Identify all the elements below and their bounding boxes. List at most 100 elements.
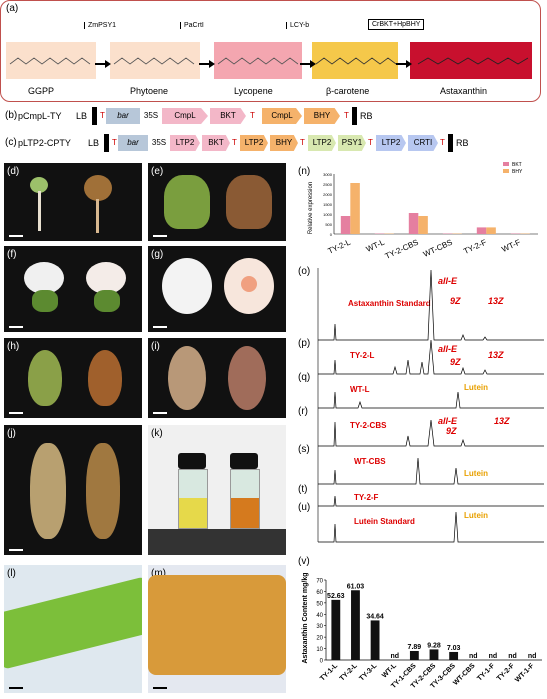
green-seedling-stem xyxy=(38,191,41,231)
chart-n-bar xyxy=(340,216,351,234)
photo-flowers-side: (f) xyxy=(4,246,142,332)
chart-n-xtick: WT-CBS xyxy=(422,238,454,259)
compound-astaxanthin: Astaxanthin xyxy=(440,86,488,96)
construct-b-rb: RB xyxy=(360,111,373,121)
chart-v-data-label: 9.28 xyxy=(427,642,441,649)
pathway-arrow-1 xyxy=(95,60,111,68)
chart-v-data-label: 7.03 xyxy=(447,645,461,652)
chrom-o-peak-13z: 13Z xyxy=(488,296,504,306)
chart-v-data-label: nd xyxy=(489,653,498,660)
chart-n-ytick: 0 xyxy=(330,232,333,237)
chrom-p-name: TY-2-L xyxy=(350,351,375,360)
chart-v-ytick: 30 xyxy=(316,624,323,630)
chart-n-ytick: 1000 xyxy=(323,212,333,217)
chrom-q-trace xyxy=(318,391,544,409)
chart-n-bar xyxy=(486,227,496,234)
vial-bench xyxy=(148,529,286,555)
chart-v-data-label: 52.63 xyxy=(327,593,345,600)
orange-seedling xyxy=(84,175,112,201)
chart-v-bar xyxy=(331,599,341,660)
green-seedling xyxy=(30,177,48,193)
legend-label-bkt: BKT xyxy=(512,162,522,168)
photo-bolls: (h) xyxy=(4,338,142,418)
ty-oil xyxy=(231,498,259,528)
construct-b-name: pCmpL-TY xyxy=(18,111,62,121)
vial-cap-right xyxy=(230,453,258,469)
chrom-r-label: (r) xyxy=(298,406,308,417)
orange-tissue xyxy=(148,575,286,675)
construct-b-lb: LB xyxy=(76,111,88,121)
scale-bar-g xyxy=(153,326,167,328)
chart-v-xtick: WT-CBS xyxy=(452,662,477,687)
scale-bar-m xyxy=(153,687,167,689)
wt-flower xyxy=(24,262,64,294)
chrom-p-label: (p) xyxy=(298,338,310,349)
chrom-p-peak-allE: all-E xyxy=(438,344,458,354)
chrom-u-trace xyxy=(318,511,544,543)
photo-j-label: (j) xyxy=(7,428,16,439)
construct-b-cmpl2: CmpL xyxy=(262,108,302,124)
construct-b-bhy: BHY xyxy=(304,108,340,124)
construct-c-ltp2-2: LTP2 xyxy=(240,135,268,151)
construct-b-lb-border xyxy=(92,107,97,125)
construct-c-psy1: PSY1 xyxy=(338,135,366,151)
compound-beta-carotene: β-carotene xyxy=(326,86,370,96)
chart-v-ytick: 60 xyxy=(316,590,323,596)
panel-c-label: (c) xyxy=(5,137,17,148)
legend-label-bhy: BHY xyxy=(512,169,523,175)
chart-n-xtick: TY-2-L xyxy=(327,237,353,255)
chart-v-ytick: 0 xyxy=(320,659,324,665)
chart-v-xtick: TY-3-L xyxy=(358,662,379,683)
chart-n-xtick: WT-L xyxy=(365,237,387,253)
chart-v-ytick: 40 xyxy=(316,613,323,619)
enzyme-crbkt-hpbhy: CrBKT+HpBHY xyxy=(368,19,425,30)
construct-b-t3: T xyxy=(344,111,349,120)
photo-flowers-top: (g) xyxy=(148,246,286,332)
green-tissue xyxy=(4,576,142,670)
wt-boll-section xyxy=(168,346,206,410)
chrom-r-peak-9z: 9Z xyxy=(446,426,457,436)
chrom-o-peak-allE: all-E xyxy=(438,276,458,286)
chart-v-xtick: TY-1-L xyxy=(319,662,340,683)
legend-swatch-bhy xyxy=(503,169,509,173)
construct-c-rb: RB xyxy=(456,138,469,148)
photo-i-label: (i) xyxy=(151,341,160,352)
chrom-t-name: TY-2-F xyxy=(354,493,379,502)
photo-f-label: (f) xyxy=(7,249,17,260)
chart-n-ytick: 2000 xyxy=(323,192,333,197)
chart-v-bar xyxy=(409,650,419,660)
wt-oil xyxy=(179,498,207,528)
chart-n-bar xyxy=(476,227,487,234)
chart-v-ytick: 10 xyxy=(316,647,323,653)
expression-chart: Relative expression BKT BHY 0 500 1000 1500… xyxy=(308,162,538,260)
chart-n-xtick: TY-2-CBS xyxy=(384,238,420,260)
green-boll xyxy=(28,350,62,406)
scale-bar-e xyxy=(153,235,167,237)
construct-c-name: pLTP2-CPTY xyxy=(18,138,71,148)
vial-right xyxy=(230,469,260,529)
construct-c-ltp2-1: LTP2 xyxy=(170,135,200,151)
construct-b-35s: 35S xyxy=(142,108,160,124)
panel-a-label: (a) xyxy=(6,3,19,14)
construct-c-bhy: BHY xyxy=(270,135,298,151)
photo-e-label: (e) xyxy=(151,166,164,177)
pathway-panel: (a) ZmPSY1 PaCrtI LCY-b CrBKT+HpBHY GGPP… xyxy=(0,0,541,102)
chart-v-xtick: TY-1-F xyxy=(476,662,497,683)
chrom-t-trace xyxy=(318,495,544,507)
ty-flower-center xyxy=(241,276,257,292)
chrom-u-peak-lutein: Lutein xyxy=(464,511,488,520)
wt-flower-bract xyxy=(32,290,58,312)
pathway-arrow-3 xyxy=(300,60,316,68)
chrom-p-peak-9z: 9Z xyxy=(450,357,461,367)
chart-n-ytick: 500 xyxy=(325,222,332,227)
chrom-u-label: (u) xyxy=(298,502,310,513)
chart-v-data-label: nd xyxy=(508,653,517,660)
compound-phytoene: Phytoene xyxy=(130,86,169,96)
chart-v-data-label: 34.64 xyxy=(366,613,384,620)
chart-n-bar xyxy=(408,213,419,234)
green-leaf xyxy=(164,175,210,229)
photo-l-label: (l) xyxy=(7,568,16,579)
enzyme-zmpsy1: ZmPSY1 xyxy=(84,22,116,29)
construct-c-t2: T xyxy=(232,138,237,147)
chart-n-bar xyxy=(350,183,360,234)
